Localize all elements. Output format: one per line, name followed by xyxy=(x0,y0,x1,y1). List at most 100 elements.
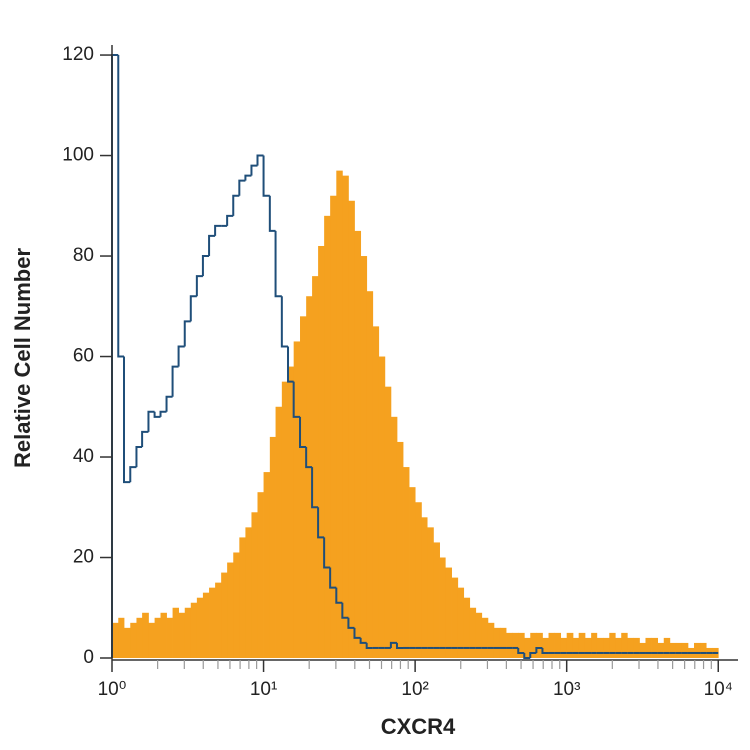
histogram-bar xyxy=(463,597,471,658)
histogram-step xyxy=(201,255,210,277)
histogram-step xyxy=(165,395,173,412)
histogram-step xyxy=(299,416,307,448)
histogram-bar xyxy=(681,642,689,658)
histogram-step xyxy=(238,179,246,196)
histogram-step xyxy=(395,642,404,649)
histogram-bar xyxy=(124,627,131,658)
histogram-bar xyxy=(451,577,459,658)
histogram-step xyxy=(129,466,137,483)
x-tick-label: 10³ xyxy=(553,679,580,700)
histogram-bar xyxy=(396,441,404,658)
histogram-bar xyxy=(251,512,258,658)
histogram-step xyxy=(262,155,270,197)
histogram-bar xyxy=(118,617,125,658)
x-axis-title: CXCR4 xyxy=(381,714,456,739)
y-tick-label: 20 xyxy=(73,547,94,568)
histogram-step xyxy=(517,647,525,654)
histogram-bar xyxy=(518,632,525,658)
histogram-bar xyxy=(233,552,240,658)
histogram-step xyxy=(117,55,125,358)
histogram-bar xyxy=(403,467,410,658)
histogram-bar xyxy=(293,341,301,658)
histogram-bar xyxy=(263,472,271,658)
histogram-bar xyxy=(172,607,179,658)
histogram-bar xyxy=(566,632,574,658)
histogram-bar xyxy=(457,587,465,658)
histogram-step xyxy=(135,445,143,468)
histogram-bar xyxy=(542,637,549,658)
histogram-bar xyxy=(142,612,149,658)
histogram-bar xyxy=(560,637,568,658)
histogram-step xyxy=(280,296,289,348)
histogram-bar xyxy=(306,296,313,658)
histogram-step xyxy=(183,320,191,347)
histogram-bar xyxy=(239,537,246,658)
histogram-bar xyxy=(372,326,380,658)
histogram-bar xyxy=(633,637,640,658)
histogram-bar xyxy=(378,356,386,658)
histogram-bar xyxy=(330,195,337,658)
histogram-step xyxy=(147,410,155,432)
histogram-bar xyxy=(160,612,167,658)
histogram-bar xyxy=(499,627,507,658)
histogram-bar xyxy=(548,632,555,658)
histogram-bar xyxy=(591,632,598,658)
histogram-bar xyxy=(202,592,210,658)
histogram-bar xyxy=(506,632,513,658)
histogram-bar xyxy=(651,637,659,658)
histogram-bar xyxy=(209,587,216,658)
y-tick-label: 80 xyxy=(73,245,94,266)
histogram-step xyxy=(195,275,203,297)
histogram-bar xyxy=(475,612,483,658)
histogram-bar xyxy=(190,602,198,658)
histogram-bar xyxy=(433,542,440,658)
histogram-bar xyxy=(627,637,634,658)
histogram-bar xyxy=(554,632,562,658)
histogram-step xyxy=(311,467,319,509)
x-tick-label: 10¹ xyxy=(250,679,277,700)
histogram-bar xyxy=(227,562,234,658)
x-tick-label: 10² xyxy=(401,679,428,700)
histogram-bar xyxy=(657,642,665,658)
histogram-step xyxy=(226,214,234,226)
histogram-bar xyxy=(196,597,204,658)
histogram-bar xyxy=(669,642,677,658)
histogram-step xyxy=(189,295,197,322)
histogram-bar xyxy=(645,637,652,658)
histogram-bar xyxy=(609,632,616,658)
histogram-bar xyxy=(512,632,519,658)
histogram-step xyxy=(347,617,355,629)
histogram-bar xyxy=(281,381,289,658)
histogram-bar xyxy=(578,632,586,658)
y-tick-label: 40 xyxy=(73,446,94,467)
histogram-step xyxy=(359,637,367,644)
histogram-bar xyxy=(584,637,592,658)
histogram-step xyxy=(292,381,301,418)
histogram-bar xyxy=(524,637,531,658)
histogram-step xyxy=(529,651,537,658)
histogram-bar xyxy=(221,572,228,658)
histogram-bar xyxy=(245,527,252,658)
y-tick-label: 0 xyxy=(83,647,94,668)
histogram-step xyxy=(256,154,264,166)
histogram-bar xyxy=(366,291,374,658)
histogram-bar xyxy=(481,617,489,658)
histogram-bar xyxy=(536,632,543,658)
histogram-step xyxy=(535,646,543,653)
histogram-bar xyxy=(639,642,646,658)
histogram-bar xyxy=(136,617,143,658)
histogram-bar xyxy=(445,567,452,658)
histogram-step xyxy=(287,346,294,383)
x-tick-label: 10⁰ xyxy=(98,679,127,700)
y-tick-label: 120 xyxy=(62,44,94,65)
histogram-bar xyxy=(154,617,161,658)
histogram-step xyxy=(323,537,331,569)
histogram-step xyxy=(214,224,222,236)
histogram-bar xyxy=(184,607,192,658)
histogram-step xyxy=(123,356,131,484)
histogram-bar xyxy=(324,215,331,658)
histogram-step xyxy=(274,230,282,298)
histogram-bar xyxy=(336,170,343,659)
